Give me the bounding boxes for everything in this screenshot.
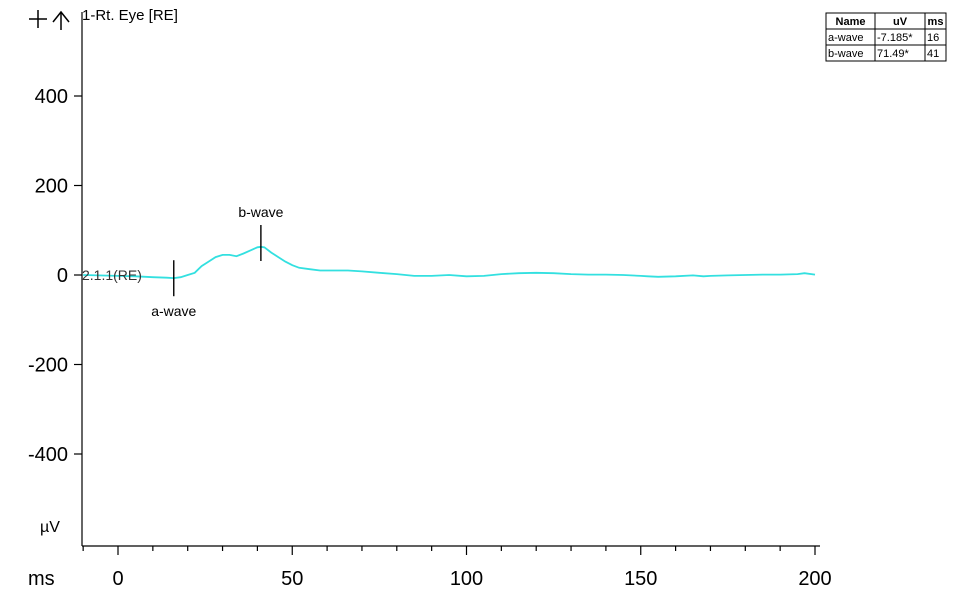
y-tick-label: -200	[28, 355, 68, 377]
x-tick-label: 150	[624, 568, 657, 590]
up-arrow-icon[interactable]	[52, 10, 70, 30]
y-axis-label: µV	[40, 519, 60, 536]
x-axis-ticks: 0 50 100 150 200	[82, 546, 832, 590]
y-tick-label: -400	[28, 444, 68, 466]
x-axis-label: ms	[28, 568, 55, 590]
x-tick-label: 0	[112, 568, 123, 590]
table-cell: b-wave	[828, 48, 863, 60]
table-cell: 16	[927, 32, 939, 44]
table-header-cell: ms	[928, 16, 944, 28]
table-cell-box	[924, 44, 947, 62]
trace-title: 1-Rt. Eye [RE]	[82, 7, 178, 24]
y-tick-label: 400	[35, 86, 68, 108]
table-cell: 71.49*	[877, 48, 910, 60]
y-tick-label: 0	[57, 265, 68, 287]
table-cell: -7.185*	[877, 32, 913, 44]
table-cell: a-wave	[828, 32, 863, 44]
x-tick-label: 200	[798, 568, 831, 590]
trace-label: 2.1.1(RE)	[82, 267, 142, 283]
marker-label-a-wave: a-wave	[151, 303, 196, 319]
wave-markers: a-wave b-wave	[151, 204, 283, 319]
plus-icon[interactable]	[29, 10, 47, 28]
table-header-cell: uV	[893, 16, 908, 28]
results-table: Name uV ms a-wave -7.185* 16 b-wave 71.49* 41	[825, 12, 947, 62]
table-cell: 41	[927, 48, 939, 60]
x-tick-label: 50	[281, 568, 303, 590]
trace-line	[83, 245, 816, 280]
marker-label-b-wave: b-wave	[238, 204, 283, 220]
x-tick-label: 100	[450, 568, 483, 590]
y-axis-ticks: 400 200 0 -200 -400	[28, 86, 82, 466]
y-tick-label: 200	[35, 176, 68, 198]
table-header-cell: Name	[836, 16, 866, 28]
